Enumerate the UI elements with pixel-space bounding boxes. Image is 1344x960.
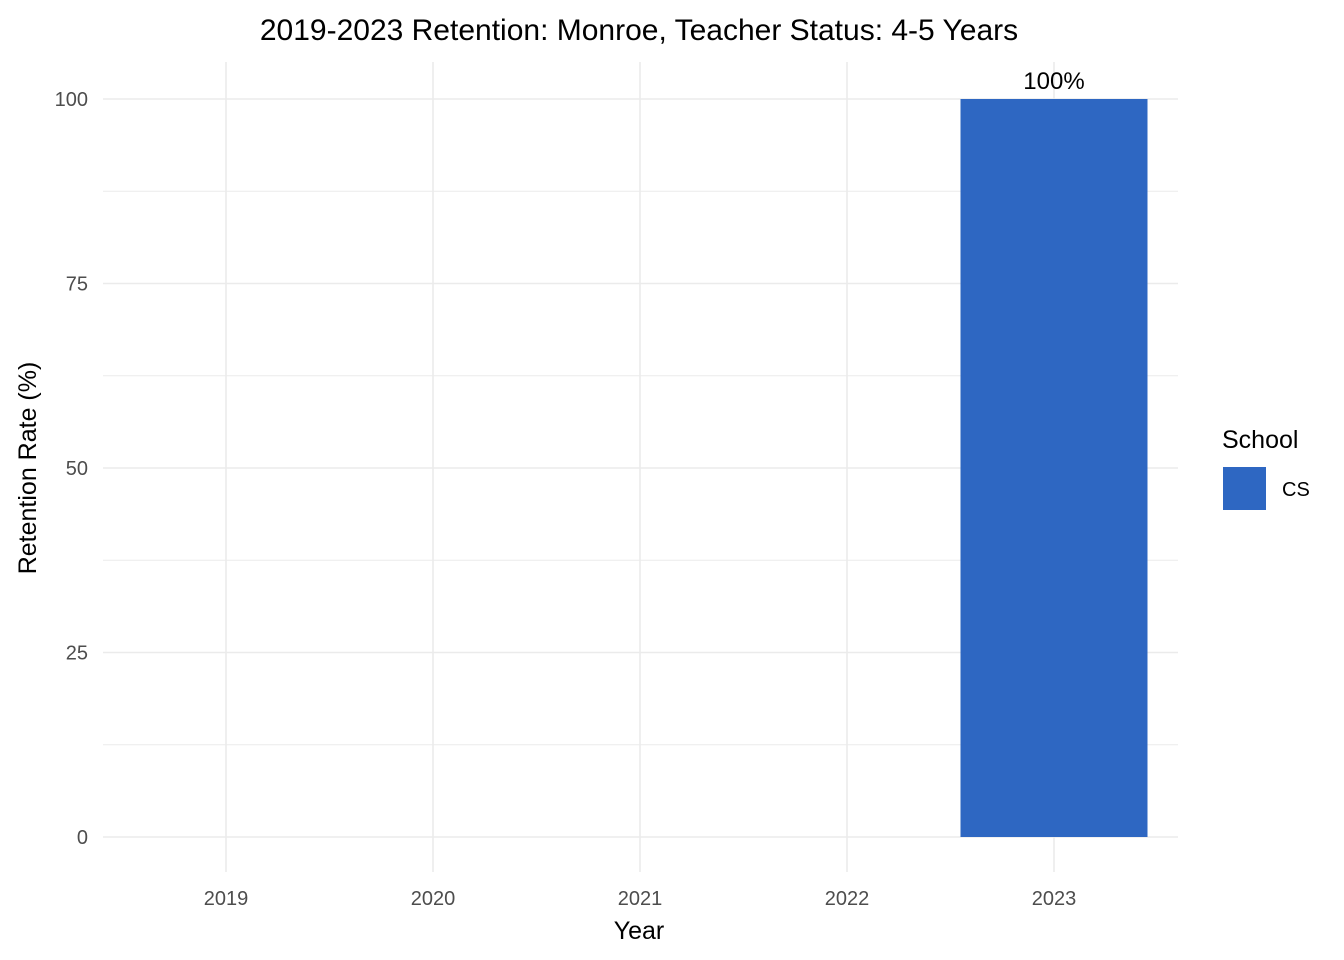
data-labels: 100%	[1023, 68, 1084, 95]
x-tick-label: 2020	[411, 888, 456, 910]
x-tick-label: 2021	[618, 888, 663, 910]
y-tick-label: 0	[77, 827, 88, 849]
y-tick-label: 50	[66, 458, 88, 480]
y-tick-label: 100	[55, 89, 88, 111]
bar-data-label: 100%	[1023, 68, 1084, 95]
y-axis-ticks: 0 25 50 75 100	[55, 89, 88, 849]
x-axis-title: Year	[614, 917, 665, 945]
y-tick-label: 25	[66, 643, 88, 665]
bars	[960, 99, 1148, 837]
bar-CS-2023	[960, 99, 1148, 837]
x-tick-label: 2022	[825, 888, 870, 910]
x-tick-label: 2023	[1032, 888, 1077, 910]
y-tick-label: 75	[66, 274, 88, 296]
legend: School CS	[1222, 426, 1310, 510]
chart-title: 2019-2023 Retention: Monroe, Teacher Sta…	[260, 14, 1018, 47]
x-tick-label: 2019	[204, 888, 249, 910]
x-axis-ticks: 2019 2020 2021 2022 2023	[204, 888, 1077, 910]
legend-label: CS	[1282, 479, 1310, 501]
legend-swatch	[1223, 467, 1266, 510]
y-axis-title: Retention Rate (%)	[14, 362, 42, 575]
legend-title: School	[1222, 426, 1298, 454]
